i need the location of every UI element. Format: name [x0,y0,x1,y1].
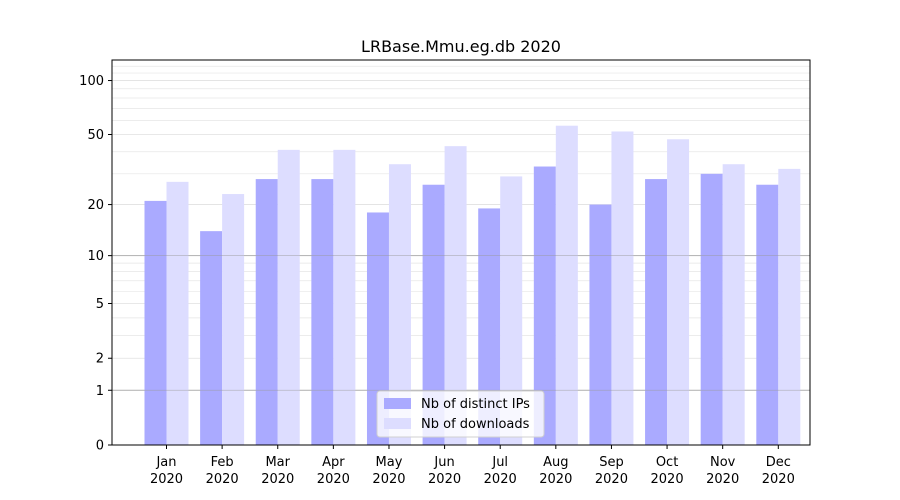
y-tick-label: 2 [96,352,104,367]
y-tick-label: 1 [96,384,104,399]
bar-distinct-ips [366,212,389,445]
bar-downloads [222,194,245,445]
x-tick-label-year: 2020 [539,472,572,487]
bar-downloads [500,176,523,445]
x-axis: Jan 2020 Feb 2020 Mar 2020 Apr 2020 May 2020 Jun 20… [150,445,795,487]
x-tick-label-year: 2020 [706,472,739,487]
x-tick-label-month: Feb [211,455,234,470]
x-tick-label-year: 2020 [651,472,684,487]
bar-downloads [555,125,578,445]
y-tick-label: 100 [79,74,104,89]
bar-downloads [333,149,356,445]
bar-downloads [166,181,189,445]
bar-distinct-ips [255,179,278,445]
bar-distinct-ips [700,173,723,446]
y-tick-label: 50 [87,128,104,143]
y-axis: 0 1 2 5 10 20 50 100 [79,74,112,454]
x-tick-label-year: 2020 [762,472,795,487]
bar-distinct-ips [144,200,167,445]
x-tick-label-month: Aug [543,455,568,470]
x-tick-label-year: 2020 [484,472,517,487]
legend-swatch [384,398,411,409]
legend-swatch [384,418,411,429]
x-tick-label-month: Jul [491,455,508,470]
bar-downloads [444,146,467,445]
legend-label: Nb of downloads [421,417,530,432]
bar-downloads [778,168,801,445]
x-tick-label-year: 2020 [206,472,239,487]
axes-frame [111,59,811,446]
bars [144,125,801,446]
reference-lines [112,255,810,391]
x-tick-label-year: 2020 [261,472,294,487]
bar-downloads [722,164,745,445]
x-tick-label-month: Mar [265,455,290,470]
x-tick-label-year: 2020 [595,472,628,487]
bar-distinct-ips [533,166,556,445]
legend-label: Nb of distinct IPs [421,397,530,412]
y-tick-label: 20 [87,198,104,213]
x-tick-label-year: 2020 [428,472,461,487]
bar-downloads [667,139,690,446]
x-tick-label-month: Dec [766,455,791,470]
x-tick-label-month: Jan [155,455,176,470]
bar-distinct-ips [422,184,445,445]
bar-distinct-ips [756,184,779,445]
y-tick-label: 10 [87,249,104,264]
bar-downloads [388,164,411,445]
x-tick-label-month: May [376,455,403,470]
legend: Nb of distinct IPs Nb of downloads [376,390,545,438]
x-tick-label-month: Jun [433,455,454,470]
bar-distinct-ips [200,231,223,445]
x-tick-label-month: Oct [656,455,678,470]
y-tick-label: 5 [96,297,104,312]
bar-downloads [277,149,300,445]
bar-distinct-ips [645,179,668,445]
bar-distinct-ips [478,208,501,445]
bar-downloads [611,131,634,445]
chart-title: LRBase.Mmu.eg.db 2020 [361,37,561,56]
x-tick-label-month: Apr [322,455,345,470]
x-tick-label-year: 2020 [150,472,183,487]
x-tick-label-year: 2020 [372,472,405,487]
bar-distinct-ips [311,179,334,445]
x-tick-label-year: 2020 [317,472,350,487]
legend-box [376,390,545,438]
bar-distinct-ips [589,204,612,445]
x-tick-label-month: Nov [710,455,736,470]
x-tick-label-month: Sep [599,455,624,470]
y-tick-label: 0 [96,439,104,454]
